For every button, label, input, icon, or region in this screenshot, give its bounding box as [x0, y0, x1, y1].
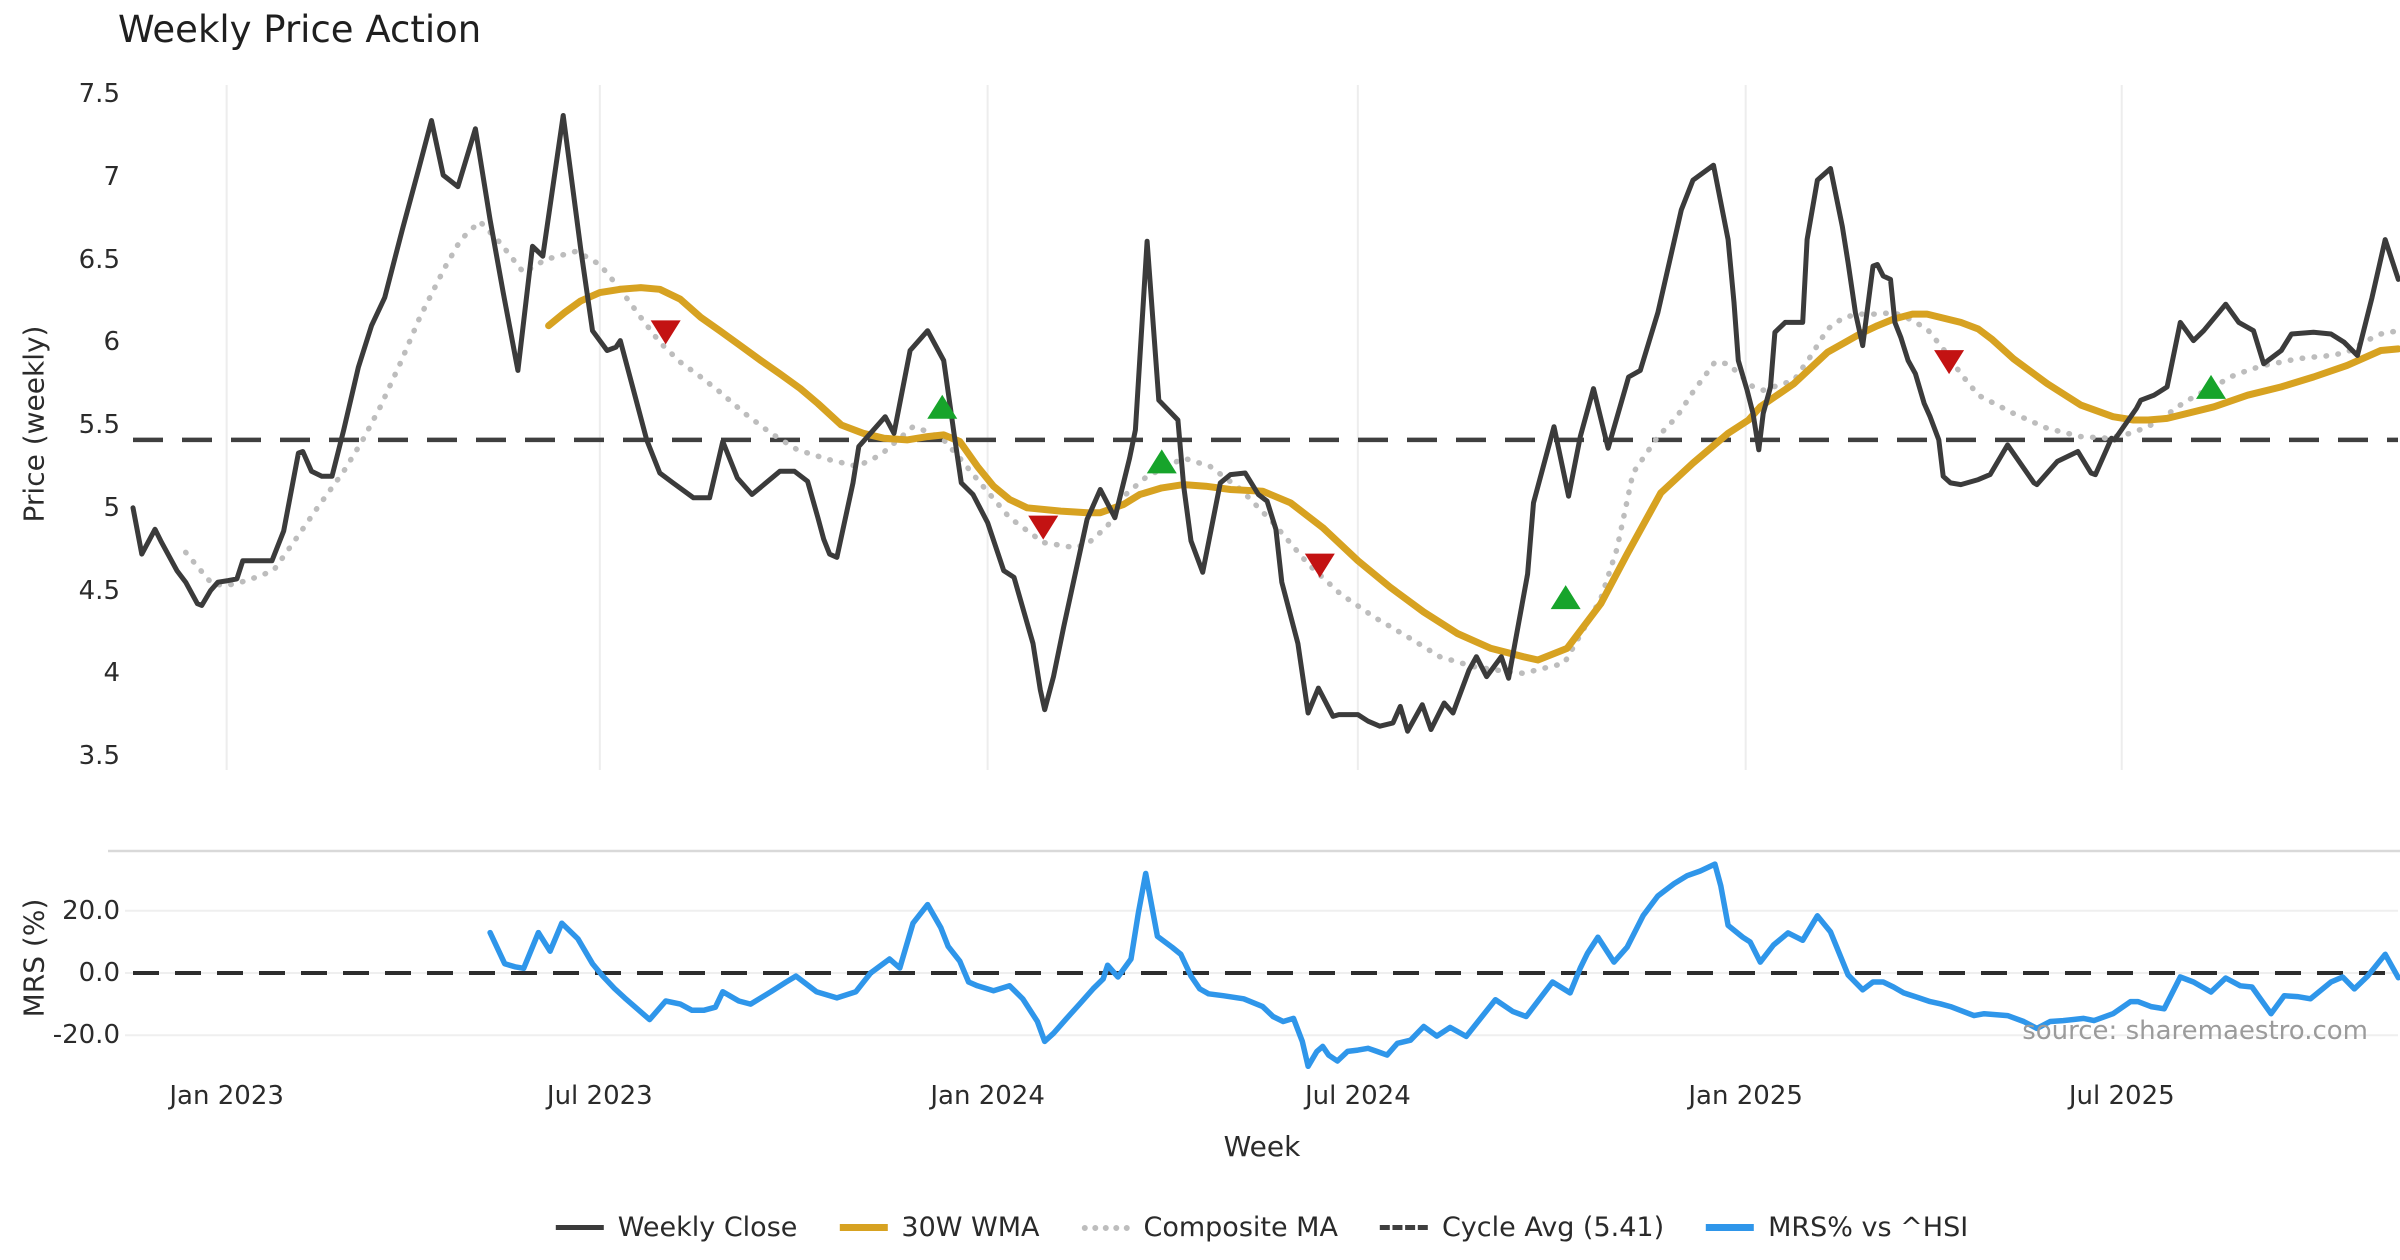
price-ytick-label: 5 — [103, 492, 120, 523]
price-ytick-label: 4.5 — [78, 575, 120, 606]
sell-marker — [1028, 515, 1059, 540]
x-tick-label: Jul 2024 — [1304, 1081, 1411, 1111]
x-tick-label: Jan 2023 — [169, 1081, 284, 1111]
price-ytick-label: 7 — [103, 161, 120, 192]
price-ytick-label: 6.5 — [78, 244, 120, 275]
source-note: source: sharemaestro.com — [2022, 1016, 2368, 1046]
price-ytick-label: 3.5 — [78, 741, 120, 771]
wma-line — [545, 284, 2400, 664]
price-ytick-label: 7.5 — [78, 79, 120, 109]
mrs-ytick-label: -20.0 — [52, 1020, 120, 1051]
x-tick-label: Jul 2025 — [2068, 1081, 2175, 1111]
legend-item: 30W WMA — [839, 1212, 1040, 1243]
price-ytick-label: 4 — [103, 658, 120, 689]
mrs-ytick-label: 0.0 — [78, 958, 120, 988]
x-tick-label: Jan 2024 — [930, 1081, 1045, 1111]
legend: Weekly Close 30W WMA Composite MA Cycle Avg… — [555, 1212, 1968, 1243]
price-ytick-label: 6 — [103, 327, 120, 358]
buy-marker — [1146, 449, 1177, 474]
mrs-ytick-label: 20.0 — [62, 895, 120, 926]
price-ytick-label: 5.5 — [78, 410, 120, 440]
x-tick-label: Jul 2023 — [546, 1081, 653, 1111]
legend-item: Composite MA — [1081, 1212, 1338, 1243]
chart-title: Weekly Price Action — [118, 8, 482, 51]
buy-marker — [927, 394, 958, 419]
x-tick-label: Jan 2025 — [1688, 1081, 1803, 1111]
legend-item: Weekly Close — [555, 1212, 798, 1243]
legend-swatch-icon — [1706, 1224, 1755, 1231]
sell-marker — [650, 320, 681, 345]
legend-swatch-icon — [839, 1224, 888, 1231]
mrs-line — [487, 861, 2400, 1070]
composite-ma-line — [182, 217, 2400, 677]
legend-label: MRS% vs ^HSI — [1768, 1212, 1969, 1243]
legend-swatch-icon — [1379, 1225, 1428, 1230]
legend-label: Weekly Close — [617, 1212, 798, 1243]
buy-marker — [1550, 585, 1581, 610]
legend-item: Cycle Avg (5.41) — [1379, 1212, 1665, 1243]
legend-swatch-icon — [555, 1225, 604, 1230]
x-axis-label: Week — [1223, 1130, 1301, 1163]
legend-label: 30W WMA — [901, 1212, 1040, 1243]
legend-swatch-icon — [1081, 1224, 1130, 1231]
legend-item: MRS% vs ^HSI — [1706, 1212, 1968, 1243]
weekly-close-line — [130, 113, 2400, 734]
legend-label: Composite MA — [1143, 1212, 1338, 1243]
sell-marker — [1304, 553, 1335, 578]
buy-marker — [2196, 374, 2227, 399]
sell-marker — [1934, 350, 1965, 375]
legend-label: Cycle Avg (5.41) — [1441, 1212, 1665, 1243]
